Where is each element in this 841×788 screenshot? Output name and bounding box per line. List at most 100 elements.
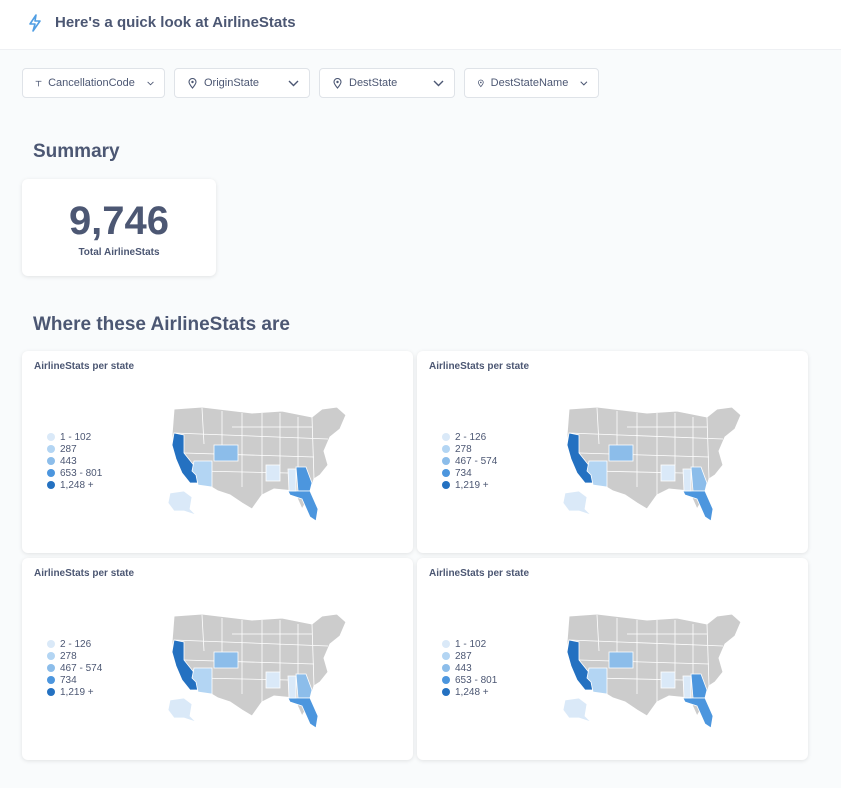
state-az[interactable]: [586, 460, 608, 488]
state-ak[interactable]: [167, 697, 197, 723]
legend-swatch: [442, 445, 450, 453]
state-ga[interactable]: [295, 466, 313, 492]
legend-item: 1,248 +: [442, 686, 497, 698]
chevron-down-icon: [580, 80, 588, 86]
summary-heading: Summary: [33, 141, 120, 162]
map-card[interactable]: AirlineStats per state 2 - 126 278 467 -…: [22, 558, 413, 760]
state-fl[interactable]: [287, 490, 319, 522]
map-card[interactable]: AirlineStats per state 2 - 126 278 467 -…: [417, 351, 808, 553]
legend-label: 1,219 +: [455, 479, 489, 491]
legend-swatch: [47, 433, 55, 441]
filter-label: OriginState: [204, 77, 260, 89]
legend-item: 278: [442, 443, 497, 455]
us-map[interactable]: [162, 399, 362, 524]
state-ar[interactable]: [265, 464, 281, 482]
state-az[interactable]: [191, 667, 213, 695]
legend-swatch: [442, 688, 450, 696]
state-ga[interactable]: [690, 673, 708, 699]
state-ga[interactable]: [690, 466, 708, 492]
legend-label: 278: [455, 443, 472, 455]
legend-label: 734: [455, 467, 472, 479]
legend-swatch: [47, 469, 55, 477]
legend-swatch: [442, 664, 450, 672]
state-ak[interactable]: [562, 490, 592, 516]
legend-label: 443: [455, 662, 472, 674]
legend-item: 653 - 801: [442, 674, 497, 686]
legend-label: 1 - 102: [455, 638, 487, 650]
state-fl[interactable]: [287, 697, 319, 729]
us-mainland-shape: [171, 406, 347, 511]
us-map[interactable]: [162, 606, 362, 731]
filter-dest-state[interactable]: DestState: [319, 68, 455, 98]
legend-swatch: [47, 445, 55, 453]
filter-dest-state-name[interactable]: DestStateName: [464, 68, 599, 98]
state-fl[interactable]: [682, 490, 714, 522]
state-al[interactable]: [287, 675, 297, 699]
state-ak[interactable]: [167, 490, 197, 516]
map-legend: 1 - 102 287 443 653 - 801 1,248 +: [47, 431, 102, 491]
location-icon: [478, 79, 484, 87]
legend-label: 653 - 801: [60, 467, 103, 479]
legend-label: 467 - 574: [455, 455, 498, 467]
legend-swatch: [47, 652, 55, 660]
state-ar[interactable]: [660, 464, 676, 482]
legend-label: 653 - 801: [455, 674, 498, 686]
state-co[interactable]: [213, 651, 239, 669]
legend-item: 1,219 +: [47, 686, 102, 698]
legend-swatch: [442, 640, 450, 648]
map-card[interactable]: AirlineStats per state 1 - 102 287 443 6…: [417, 558, 808, 760]
us-map[interactable]: [557, 399, 757, 524]
map-card-title: AirlineStats per state: [34, 361, 135, 372]
us-map[interactable]: [557, 606, 757, 731]
map-legend: 2 - 126 278 467 - 574 734 1,219 +: [47, 638, 102, 698]
legend-item: 734: [47, 674, 102, 686]
state-az[interactable]: [586, 667, 608, 695]
state-co[interactable]: [608, 444, 634, 462]
legend-swatch: [47, 664, 55, 672]
legend-label: 1,248 +: [60, 479, 94, 491]
legend-swatch: [47, 457, 55, 465]
text-icon: [35, 80, 42, 86]
legend-label: 467 - 574: [60, 662, 103, 674]
legend-label: 2 - 126: [60, 638, 92, 650]
state-co[interactable]: [608, 651, 634, 669]
state-ga[interactable]: [295, 673, 313, 699]
legend-swatch: [442, 469, 450, 477]
state-al[interactable]: [682, 675, 692, 699]
filter-label: DestStateName: [490, 77, 569, 89]
state-ar[interactable]: [660, 671, 676, 689]
state-ak[interactable]: [562, 697, 592, 723]
legend-label: 1,248 +: [455, 686, 489, 698]
legend-label: 287: [60, 443, 77, 455]
map-card[interactable]: AirlineStats per state 1 - 102 287 443 6…: [22, 351, 413, 553]
legend-item: 2 - 126: [442, 431, 497, 443]
state-fl[interactable]: [682, 697, 714, 729]
legend-item: 467 - 574: [442, 455, 497, 467]
filter-cancellation-code[interactable]: CancellationCode: [22, 68, 165, 98]
legend-item: 278: [47, 650, 102, 662]
state-ar[interactable]: [265, 671, 281, 689]
legend-item: 1,219 +: [442, 479, 497, 491]
state-borders: [568, 407, 724, 495]
total-card[interactable]: 9,746 Total AirlineStats: [22, 179, 216, 276]
state-az[interactable]: [191, 460, 213, 488]
state-al[interactable]: [287, 468, 297, 492]
state-borders: [568, 614, 724, 702]
legend-label: 2 - 126: [455, 431, 487, 443]
legend-label: 287: [455, 650, 472, 662]
legend-swatch: [442, 481, 450, 489]
map-legend: 2 - 126 278 467 - 574 734 1,219 +: [442, 431, 497, 491]
legend-label: 443: [60, 455, 77, 467]
header-bar: Here's a quick look at AirlineStats: [0, 0, 841, 50]
filter-origin-state[interactable]: OriginState: [174, 68, 310, 98]
state-borders: [173, 407, 329, 495]
bolt-icon: [29, 14, 41, 32]
state-co[interactable]: [213, 444, 239, 462]
state-al[interactable]: [682, 468, 692, 492]
legend-item: 467 - 574: [47, 662, 102, 674]
filter-label: CancellationCode: [48, 77, 135, 89]
location-icon: [333, 77, 342, 89]
us-mainland-shape: [566, 613, 742, 718]
state-borders: [173, 614, 329, 702]
filter-label: DestState: [349, 77, 398, 89]
